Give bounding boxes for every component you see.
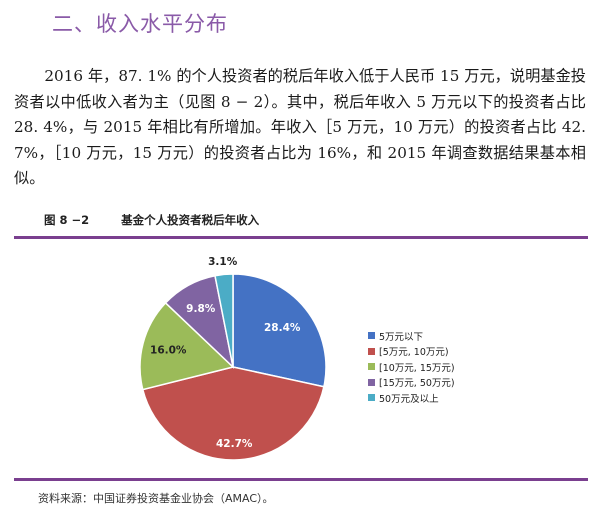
legend-label: [15万元, 50万元) [379, 378, 455, 390]
pie-slice [232, 273, 327, 388]
legend-item: [10万元, 15万元) [368, 359, 455, 375]
legend-label: 50万元及以上 [379, 393, 439, 405]
legend-label: [10万元, 15万元) [379, 362, 455, 374]
pie-slice [214, 273, 234, 368]
legend-swatch [368, 363, 375, 371]
pie-chart: 28.4% 42.7% 16.0% 9.8% 3.1% [139, 256, 327, 461]
chart-legend: 5万元以下 [5万元, 10万元) [10万元, 15万元) [15万元, 50万元)… [368, 328, 455, 406]
legend-swatch [368, 347, 375, 355]
pie-slice [139, 301, 235, 391]
figure-header: 图 8 −2 基金个人投资者税后年收入 [44, 212, 259, 228]
legend-swatch [368, 394, 375, 402]
legend-swatch [368, 332, 375, 340]
body-paragraph: 2016 年，87. 1% 的个人投资者的税后年收入低于人民币 15 万元，说明… [14, 67, 586, 187]
pie-slice-value-label: 28.4% [264, 322, 301, 334]
section-title: 二、收入水平分布 [52, 12, 228, 36]
figure-top-rule [14, 236, 588, 239]
figure-title: 基金个人投资者税后年收入 [121, 213, 260, 227]
pie-slice-value-label: 9.8% [186, 303, 216, 315]
pie-slice [141, 366, 325, 461]
pie-slice-value-label: 3.1% [208, 256, 238, 268]
pie-slice-value-label: 16.0% [150, 344, 187, 356]
pie-slice-value-label: 42.7% [216, 438, 253, 450]
legend-item: [5万元, 10万元) [368, 344, 455, 360]
legend-swatch [368, 378, 375, 386]
legend-item: 50万元及以上 [368, 390, 455, 406]
figure-bottom-rule [14, 478, 588, 481]
source-note: 资料来源：中国证券投资基金业协会（AMAC）。 [38, 492, 274, 505]
legend-item: 5万元以下 [368, 328, 455, 344]
figure-number: 图 8 −2 [44, 213, 90, 227]
legend-label: [5万元, 10万元) [379, 347, 449, 359]
legend-item: [15万元, 50万元) [368, 375, 455, 391]
legend-label: 5万元以下 [379, 331, 424, 343]
